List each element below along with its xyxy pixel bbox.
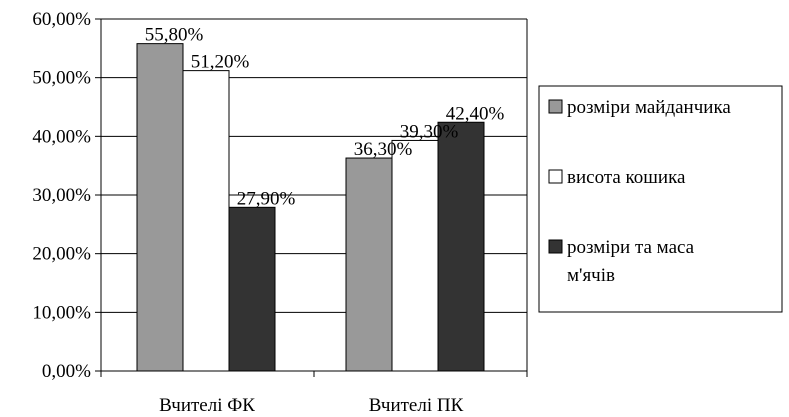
bar (228, 206, 276, 372)
x-category-label: Вчителі ПК (369, 395, 464, 416)
data-label: 36,30% (354, 139, 413, 160)
bar (391, 139, 439, 372)
legend-label: висота кошика (567, 167, 686, 188)
bar (345, 157, 393, 372)
legend-swatch (548, 239, 563, 254)
y-tick-label: 10,00% (32, 302, 91, 323)
data-label: 39,30% (400, 121, 459, 142)
y-tick-label: 30,00% (32, 185, 91, 206)
legend-label: розміри майданчика (567, 97, 731, 118)
legend-box (538, 85, 783, 313)
bar (437, 121, 485, 372)
bar (182, 70, 230, 372)
x-category-label: Вчителі ФК (159, 395, 255, 416)
y-tick-label: 20,00% (32, 244, 91, 265)
data-label: 51,20% (191, 52, 250, 73)
y-tick-label: 0,00% (42, 361, 91, 382)
legend-swatch (548, 169, 563, 184)
y-tick-label: 50,00% (32, 68, 91, 89)
data-label: 42,40% (446, 103, 505, 124)
y-tick-label: 40,00% (32, 126, 91, 147)
y-axis-ticks: 0,00% 10,00% 20,00% 30,00% 40,00% 50,00% 60,00… (32, 9, 101, 382)
legend-swatch (548, 99, 563, 114)
data-label: 27,90% (237, 188, 296, 209)
legend-label: розміри та маса м'ячів (567, 237, 695, 286)
data-labels: 55,80% 36,30% 51,20% 39,30% 27,90% 42,40% (145, 25, 505, 210)
data-label: 55,80% (145, 25, 204, 46)
legend: розміри майданчика висота кошика розміри т… (538, 85, 783, 313)
bars (136, 43, 485, 372)
x-axis-categories: Вчителі ФК Вчителі ПК (159, 395, 464, 416)
y-tick-label: 60,00% (32, 9, 91, 30)
bar (136, 43, 184, 372)
